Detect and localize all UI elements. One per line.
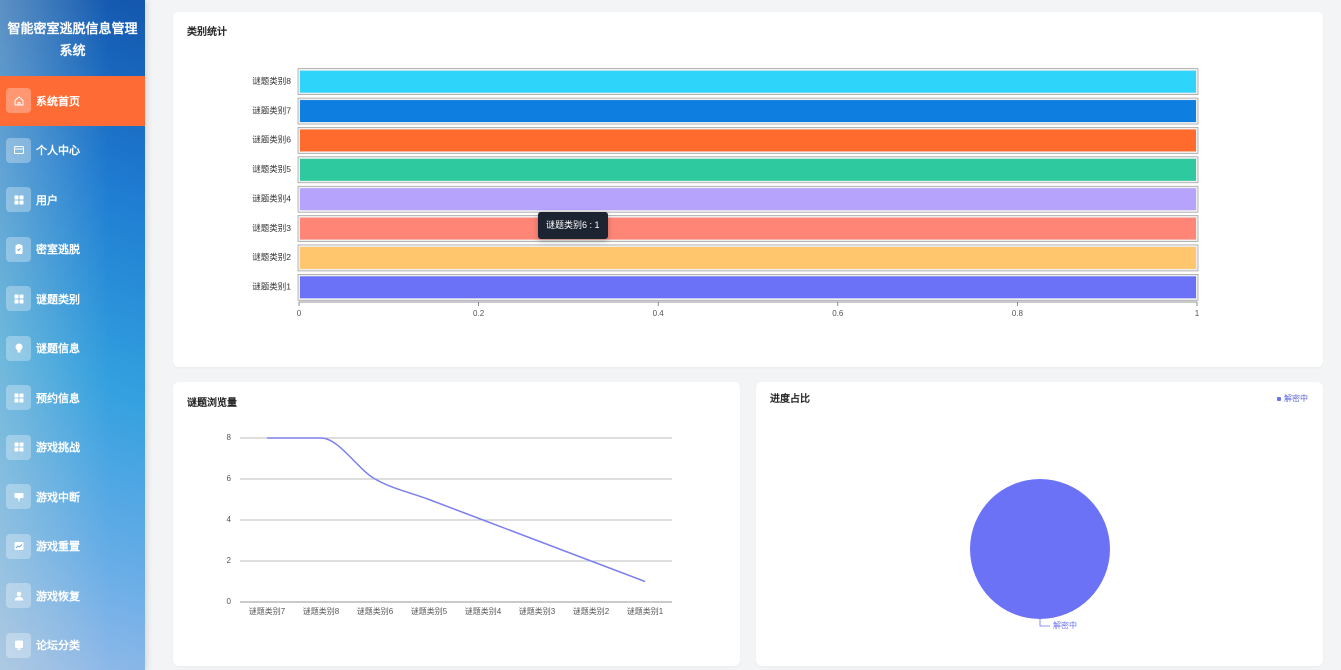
y-tick-label: 谜题类别2 (252, 252, 291, 262)
bar[interactable] (300, 100, 1196, 123)
sidebar-item-label: 个人中心 (36, 145, 80, 158)
data-point[interactable] (373, 477, 378, 482)
data-point[interactable] (535, 538, 540, 543)
y-tick-label: 4 (227, 515, 232, 524)
sidebar-item-reservations[interactable]: 预约信息 (0, 373, 145, 423)
x-tick-label: 谜题类别3 (519, 606, 556, 616)
bulb-icon (6, 335, 31, 361)
sidebar-item-escape-rooms[interactable]: 密室逃脱 (0, 225, 145, 275)
card-title: 类别统计 (187, 27, 227, 38)
puzzle-views-card: 0 2 4 6 8 谜题类别7 谜题类别8 谜题类别6 谜题类别5 谜题类别4 谜题类别3 谜题类别2… (173, 382, 740, 666)
legend-marker[interactable] (1277, 397, 1281, 401)
home-icon (6, 88, 31, 114)
pie-label: 解密中 (1053, 620, 1077, 630)
sidebar-item-game-resets[interactable]: 游戏重置 (0, 522, 145, 572)
sidebar-item-users[interactable]: 用户 (0, 175, 145, 225)
y-tick-label: 谜题类别7 (252, 105, 291, 115)
sidebar-item-label: 用户 (36, 194, 58, 207)
x-tick-label: 1 (1195, 309, 1200, 318)
sidebar-item-puzzle-info[interactable]: 谜题信息 (0, 324, 145, 374)
pie-slice[interactable] (970, 479, 1110, 619)
x-tick-label: 谜题类别2 (573, 606, 610, 616)
sidebar-item-label: 游戏恢复 (36, 590, 80, 603)
sidebar-item-game-interruptions[interactable]: 游戏中断 (0, 472, 145, 522)
sidebar-item-game-recovery[interactable]: 游戏恢复 (0, 571, 145, 621)
y-tick-label: 谜题类别1 (252, 282, 291, 292)
sidebar-item-home[interactable]: 系统首页 (0, 76, 145, 126)
id-card-icon (6, 137, 31, 163)
sidebar-item-game-challenges[interactable]: 游戏挑战 (0, 423, 145, 473)
pie-label-line (1039, 619, 1050, 627)
y-tick-label: 2 (227, 556, 232, 565)
sidebar-item-label: 谜题类别 (36, 293, 80, 306)
x-tick-label: 谜题类别5 (411, 606, 448, 616)
x-tick-label: 谜题类别4 (465, 606, 502, 616)
puzzle-views-chart: 0 2 4 6 8 谜题类别7 谜题类别8 谜题类别6 谜题类别5 谜题类别4 谜题类别3 谜题类别2… (227, 433, 672, 616)
x-tick-label: 谜题类别6 (357, 606, 394, 616)
user-icon (6, 583, 31, 609)
sidebar-item-label: 游戏重置 (36, 541, 80, 554)
y-tick-label: 0 (227, 597, 232, 606)
sidebar-item-label: 论坛分类 (36, 640, 80, 653)
app-title: 智能密室逃脱信息管理系统 (7, 21, 138, 58)
x-tick-label: 0.4 (653, 309, 665, 318)
y-tick-label: 谜题类别3 (252, 223, 291, 233)
data-point[interactable] (319, 436, 324, 441)
card-title: 进度占比 (770, 394, 810, 405)
data-point[interactable] (643, 579, 648, 584)
x-tick-label: 0.2 (473, 309, 485, 318)
grid-icon (6, 434, 31, 460)
x-tick-label: 0.6 (832, 309, 844, 318)
y-tick-label: 谜题类别4 (252, 193, 291, 203)
sidebar-item-forum-categories[interactable]: 论坛分类 (0, 621, 145, 670)
x-tick-label: 谜题类别8 (303, 606, 340, 616)
sidebar-item-puzzle-categories[interactable]: 谜题类别 (0, 274, 145, 324)
x-tick-label: 0 (297, 309, 302, 318)
bar[interactable] (300, 217, 1196, 240)
legend-label: 解密中 (1284, 393, 1308, 403)
bar[interactable] (300, 70, 1196, 93)
x-tick-label: 谜题类别1 (627, 606, 664, 616)
grid-icon (6, 385, 31, 411)
y-tick-label: 谜题类别6 (252, 135, 291, 145)
x-tick-label: 谜题类别7 (249, 606, 286, 616)
bar[interactable] (300, 158, 1196, 181)
sidebar-item-label: 密室逃脱 (36, 244, 80, 257)
y-tick-label: 谜题类别8 (252, 76, 291, 86)
grid-icon (6, 286, 31, 312)
series-line[interactable] (267, 437, 646, 583)
data-point[interactable] (265, 436, 270, 441)
data-point[interactable] (481, 518, 486, 523)
progress-ratio-card: 解密中 解密中 进度占比 (756, 382, 1323, 666)
clipboard-icon (6, 236, 31, 262)
sidebar-item-label: 谜题信息 (36, 343, 80, 356)
chart-tooltip: 谜题类别6 : 1 (538, 212, 608, 239)
sidebar-nav: 系统首页 个人中心 用户 密室逃脱 谜题类别 谜题信息 预约信息 游戏挑战 (0, 76, 145, 670)
sidebar-item-personal-center[interactable]: 个人中心 (0, 126, 145, 176)
note-icon (6, 632, 31, 658)
grid-icon (6, 187, 31, 213)
y-tick-label: 谜题类别5 (252, 164, 291, 174)
picture-icon (6, 533, 31, 559)
card-title: 谜题浏览量 (187, 398, 237, 409)
data-point[interactable] (589, 559, 594, 564)
bar[interactable] (300, 246, 1196, 269)
sidebar-item-label: 系统首页 (36, 95, 80, 108)
signpost-icon (6, 484, 31, 510)
x-tick-label: 0.8 (1012, 309, 1024, 318)
category-stats-card: 谜题类别1 谜题类别2 谜题类别3 谜题类别4 谜题类别5 谜题类别6 谜题类别7 谜题类别8… (173, 12, 1323, 367)
sidebar: 智能密室逃脱信息管理系统 系统首页 个人中心 用户 密室逃脱 谜题类别 谜题信息 (0, 0, 145, 670)
y-tick-label: 6 (227, 474, 232, 483)
bar[interactable] (300, 188, 1196, 211)
sidebar-item-label: 游戏挑战 (36, 442, 80, 455)
y-tick-label: 8 (227, 433, 232, 442)
sidebar-item-label: 游戏中断 (36, 491, 80, 504)
bar[interactable] (300, 276, 1196, 299)
data-point[interactable] (427, 497, 432, 502)
sidebar-item-label: 预约信息 (36, 392, 80, 405)
bar[interactable] (300, 129, 1196, 152)
category-stats-chart: 谜题类别1 谜题类别2 谜题类别3 谜题类别4 谜题类别5 谜题类别6 谜题类别7 谜题类别8… (252, 68, 1200, 318)
